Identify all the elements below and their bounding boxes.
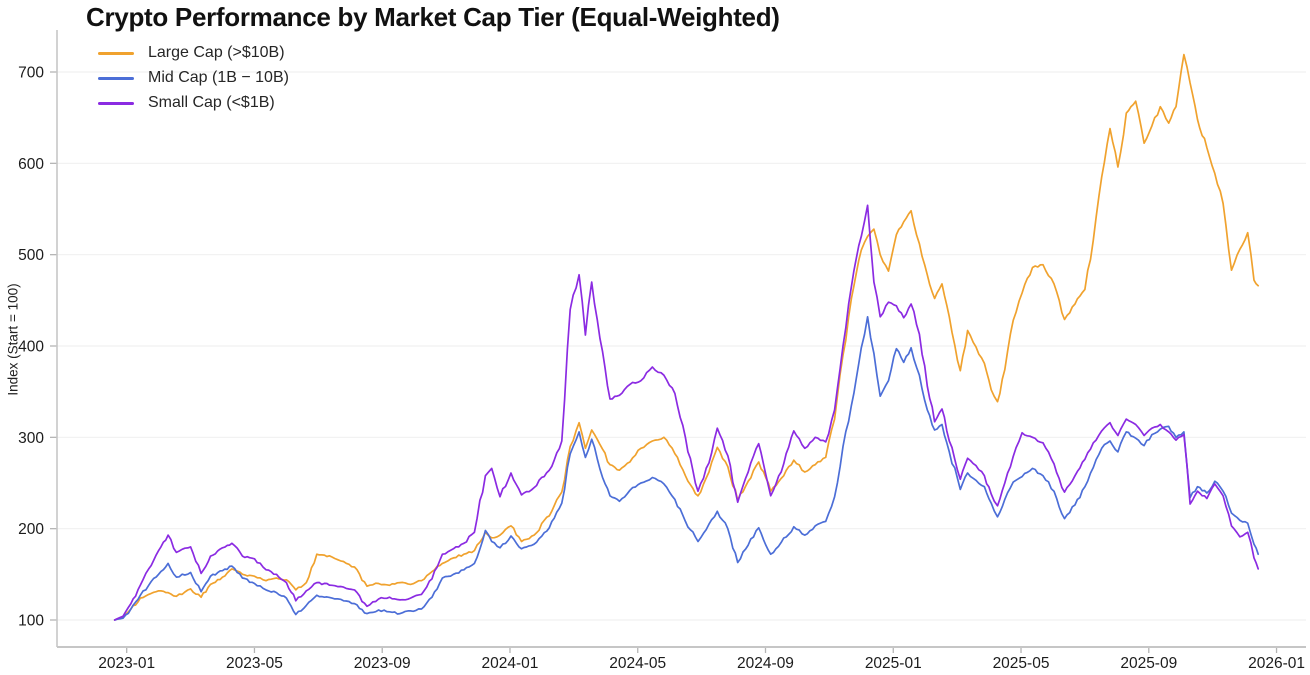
legend-swatch-small-cap xyxy=(98,101,134,105)
legend-label-large-cap: Large Cap (>$10B) xyxy=(148,44,285,61)
x-tick-label: 2023-05 xyxy=(226,655,283,672)
y-tick-label: 700 xyxy=(18,65,44,82)
legend-label-mid-cap: Mid Cap (1B − 10B) xyxy=(148,69,289,86)
x-tick-label: 2024-01 xyxy=(482,655,539,672)
legend-swatch-large-cap xyxy=(98,51,134,55)
x-tick-label: 2025-01 xyxy=(865,655,922,672)
x-tick-label: 2026-01 xyxy=(1248,655,1305,672)
x-tick-label: 2023-09 xyxy=(354,655,411,672)
chart-title: Crypto Performance by Market Cap Tier (E… xyxy=(86,2,780,32)
legend-label-small-cap: Small Cap (<$1B) xyxy=(148,94,275,111)
y-tick-label: 400 xyxy=(18,339,44,356)
legend: Large Cap (>$10B) Mid Cap (1B − 10B) Sma… xyxy=(98,44,289,119)
x-tick-label: 2025-09 xyxy=(1120,655,1177,672)
legend-item-mid-cap: Mid Cap (1B − 10B) xyxy=(98,69,289,87)
series-line-mid-cap xyxy=(113,315,1260,621)
series-line-large-cap xyxy=(113,53,1260,621)
y-tick-label: 600 xyxy=(18,156,44,173)
x-tick-label: 2025-05 xyxy=(993,655,1050,672)
y-tick-label: 100 xyxy=(18,613,44,630)
legend-swatch-mid-cap xyxy=(98,76,134,80)
x-tick-label: 2023-01 xyxy=(98,655,155,672)
x-tick-label: 2024-05 xyxy=(609,655,666,672)
y-tick-label: 200 xyxy=(18,521,44,538)
series-line-small-cap xyxy=(113,204,1260,621)
x-tick-label: 2024-09 xyxy=(737,655,794,672)
y-tick-label: 300 xyxy=(18,430,44,447)
legend-item-large-cap: Large Cap (>$10B) xyxy=(98,44,289,62)
legend-item-small-cap: Small Cap (<$1B) xyxy=(98,94,289,112)
y-tick-label: 500 xyxy=(18,247,44,264)
